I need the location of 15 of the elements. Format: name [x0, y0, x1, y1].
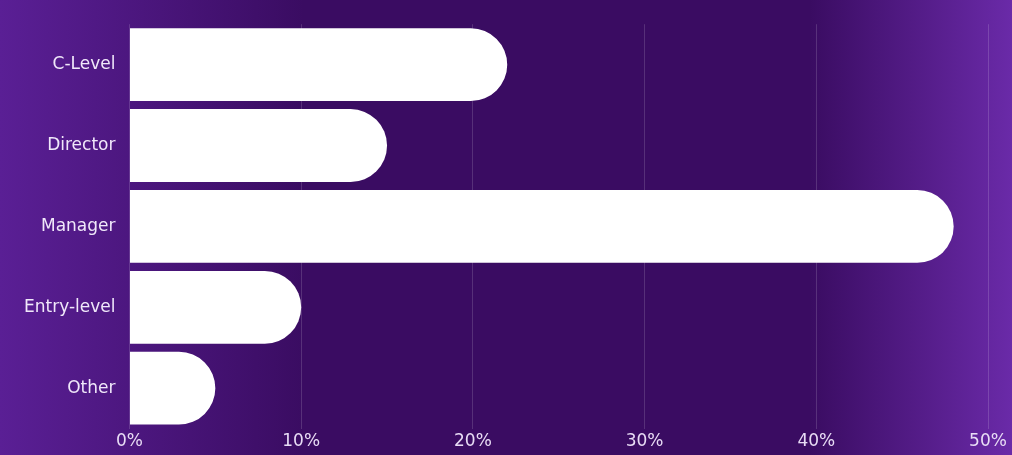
x-tick-label: 0% [116, 430, 143, 451]
y-tick-label: Other [67, 376, 116, 397]
x-tick-label: 10% [282, 430, 321, 451]
bar [129, 28, 508, 102]
x-tick-label: 50% [969, 430, 1007, 451]
y-tick-label: Manager [40, 214, 116, 235]
bar [129, 270, 302, 344]
y-tick-label: C-Level [52, 53, 116, 74]
bar [129, 190, 954, 263]
x-tick-label: 20% [454, 430, 492, 451]
x-tick-label: 40% [797, 430, 836, 451]
y-tick-label: Director [47, 133, 116, 154]
bar [129, 109, 388, 182]
x-tick-label: 30% [625, 430, 664, 451]
y-tick-label: Entry-level [23, 295, 116, 316]
